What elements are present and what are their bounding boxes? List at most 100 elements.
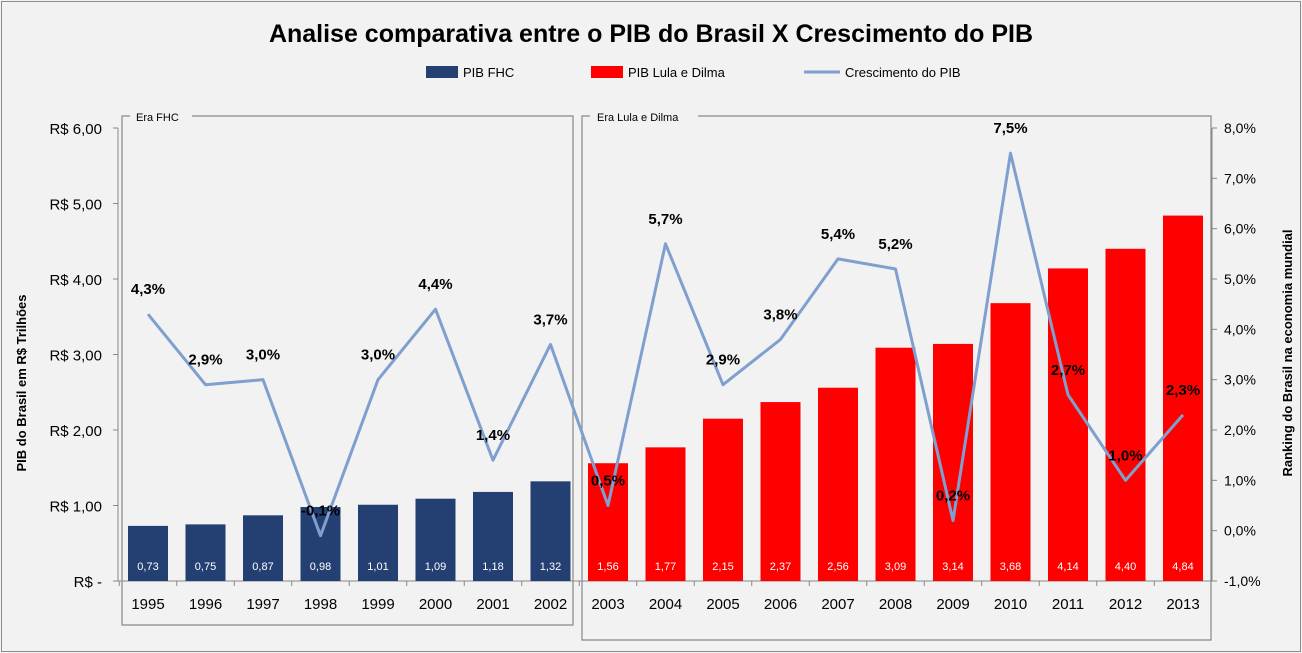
y-left-tick-label: R$ 2,00: [49, 423, 102, 440]
y-right-tick-label: 3,0%: [1224, 372, 1256, 388]
y-right-tick-label: 8,0%: [1224, 120, 1256, 136]
growth-label-2011: 2,7%: [1051, 362, 1085, 379]
bars: 0,73 0,75 0,87 0,98 1,01 1,09 1,18 1,32 1,56 1,77…: [128, 215, 1203, 582]
bar-1999: [358, 504, 398, 581]
growth-label-2010: 7,5%: [993, 120, 1027, 137]
y-left-tick-label: R$ 5,00: [49, 197, 102, 214]
bar-2003: [588, 463, 628, 581]
bar-2005: [703, 418, 743, 581]
bar-2011: [1048, 268, 1088, 581]
bar-label-1999: 1,01: [367, 561, 388, 573]
growth-label-1995: 4,3%: [131, 281, 165, 298]
y-left-tick-label: R$ 3,00: [49, 348, 102, 365]
bar-2004: [645, 447, 686, 581]
legend-swatch-pib-lula: [591, 66, 623, 78]
y-right-tick-label: -1,0%: [1224, 573, 1261, 589]
bar-label-1997: 0,87: [252, 561, 273, 573]
group-label-lula: Era Lula e Dilma: [597, 112, 679, 124]
growth-label-2004: 5,7%: [648, 211, 682, 228]
bar-2001: [473, 491, 513, 581]
legend-label-pib-fhc: PIB FHC: [463, 65, 514, 80]
bar-label-2011: 4,14: [1057, 561, 1078, 573]
y-left-tick-label: R$ 6,00: [49, 121, 102, 138]
bar-label-2013: 4,84: [1172, 561, 1193, 573]
bar-1995: [128, 525, 168, 581]
x-tick-label: 2012: [1109, 596, 1142, 613]
growth-label-2013: 2,3%: [1166, 382, 1200, 399]
x-tick-label: 1995: [131, 596, 164, 613]
x-tick-label: 2007: [821, 596, 854, 613]
x-tick-label: 1996: [189, 596, 222, 613]
y-left-tick-label: R$ 4,00: [49, 272, 102, 289]
x-tick-label: 2010: [994, 596, 1027, 613]
growth-label-2006: 3,8%: [763, 306, 797, 323]
x-tick-label: 2009: [936, 596, 969, 613]
bar-label-2000: 1,09: [425, 561, 446, 573]
bar-2012: [1105, 248, 1146, 582]
legend: PIB FHC PIB Lula e Dilma Crescimento do …: [426, 65, 961, 80]
x-tick-label: 2002: [534, 596, 567, 613]
growth-label-2009: 0,2%: [936, 488, 970, 505]
group-box-fhc: [121, 115, 574, 626]
x-tick-label: 2013: [1166, 596, 1199, 613]
x-tick-label: 1997: [246, 596, 279, 613]
bar-label-1995: 0,73: [137, 561, 158, 573]
bar-label-2003: 1,56: [597, 561, 618, 573]
growth-line-path: [146, 151, 1185, 538]
y-left-tick-label: R$ -: [74, 574, 102, 591]
bar-label-2010: 3,68: [1000, 561, 1021, 573]
bar-label-1996: 0,75: [195, 561, 216, 573]
growth-label-1996: 2,9%: [188, 352, 222, 369]
x-tick-label: 1998: [304, 596, 337, 613]
bar-label-1998: 0,98: [310, 561, 331, 573]
bar-label-2006: 2,37: [770, 561, 791, 573]
bar-2002: [530, 481, 571, 581]
growth-label-2012: 1,0%: [1108, 447, 1142, 464]
growth-label-2008: 5,2%: [878, 236, 912, 253]
growth-label-2007: 5,4%: [821, 226, 855, 243]
bar-label-2009: 3,14: [942, 561, 963, 573]
x-tick-label: 2003: [591, 596, 624, 613]
y-left-tick-label: R$ 1,00: [49, 499, 102, 516]
x-tick-label: 2008: [879, 596, 912, 613]
growth-label-2000: 4,4%: [418, 276, 452, 293]
growth-label-2002: 3,7%: [533, 311, 567, 328]
y-axis-right-title: Ranking do Brasil na economia mundial: [1280, 229, 1295, 476]
growth-label-1997: 3,0%: [246, 347, 280, 364]
bar-2013: [1163, 215, 1203, 581]
bar-2006: [760, 402, 801, 581]
x-tick-label: 2000: [419, 596, 452, 613]
y-right-tick-label: 7,0%: [1224, 170, 1256, 186]
bar-label-2001: 1,18: [482, 561, 503, 573]
growth-label-2003: 0,5%: [591, 473, 625, 490]
x-tick-label: 2004: [649, 596, 682, 613]
bar-2000: [415, 498, 456, 581]
y-right-tick-label: 4,0%: [1224, 321, 1256, 337]
x-tick-label: 2001: [476, 596, 509, 613]
axes: R$ - R$ 1,00 R$ 2,00 R$ 3,00 R$ 4,00 R$ 5,00 R…: [49, 120, 1260, 613]
growth-line: 4,3% 2,9% 3,0% -0,1% 3,0% 4,4% 1,4% 3,7% 0,5% 5,7…: [131, 120, 1200, 538]
growth-label-2001: 1,4%: [476, 427, 510, 444]
bar-label-2002: 1,32: [540, 561, 561, 573]
y-right-tick-label: 6,0%: [1224, 221, 1256, 237]
bar-label-2004: 1,77: [655, 561, 676, 573]
legend-label-crescimento: Crescimento do PIB: [845, 65, 961, 80]
bar-label-2008: 3,09: [885, 561, 906, 573]
x-tick-label: 2005: [706, 596, 739, 613]
growth-label-1999: 3,0%: [361, 347, 395, 364]
chart-title: Analise comparativa entre o PIB do Brasi…: [269, 20, 1033, 48]
y-right-tick-label: 5,0%: [1224, 271, 1256, 287]
y-axis-left-title: PIB do Brasil em R$ Trilhões: [14, 295, 29, 472]
bar-1997: [243, 515, 283, 581]
bar-label-2007: 2,56: [827, 561, 848, 573]
bar-label-2005: 2,15: [712, 561, 733, 573]
legend-label-pib-lula: PIB Lula e Dilma: [628, 65, 726, 80]
x-tick-label: 1999: [361, 596, 394, 613]
y-right-tick-label: 2,0%: [1224, 422, 1256, 438]
bar-2008: [875, 347, 916, 581]
group-label-fhc: Era FHC: [136, 112, 179, 124]
x-tick-label: 2011: [1052, 596, 1084, 613]
bar-1998: [300, 507, 341, 581]
bar-2010: [990, 303, 1031, 581]
